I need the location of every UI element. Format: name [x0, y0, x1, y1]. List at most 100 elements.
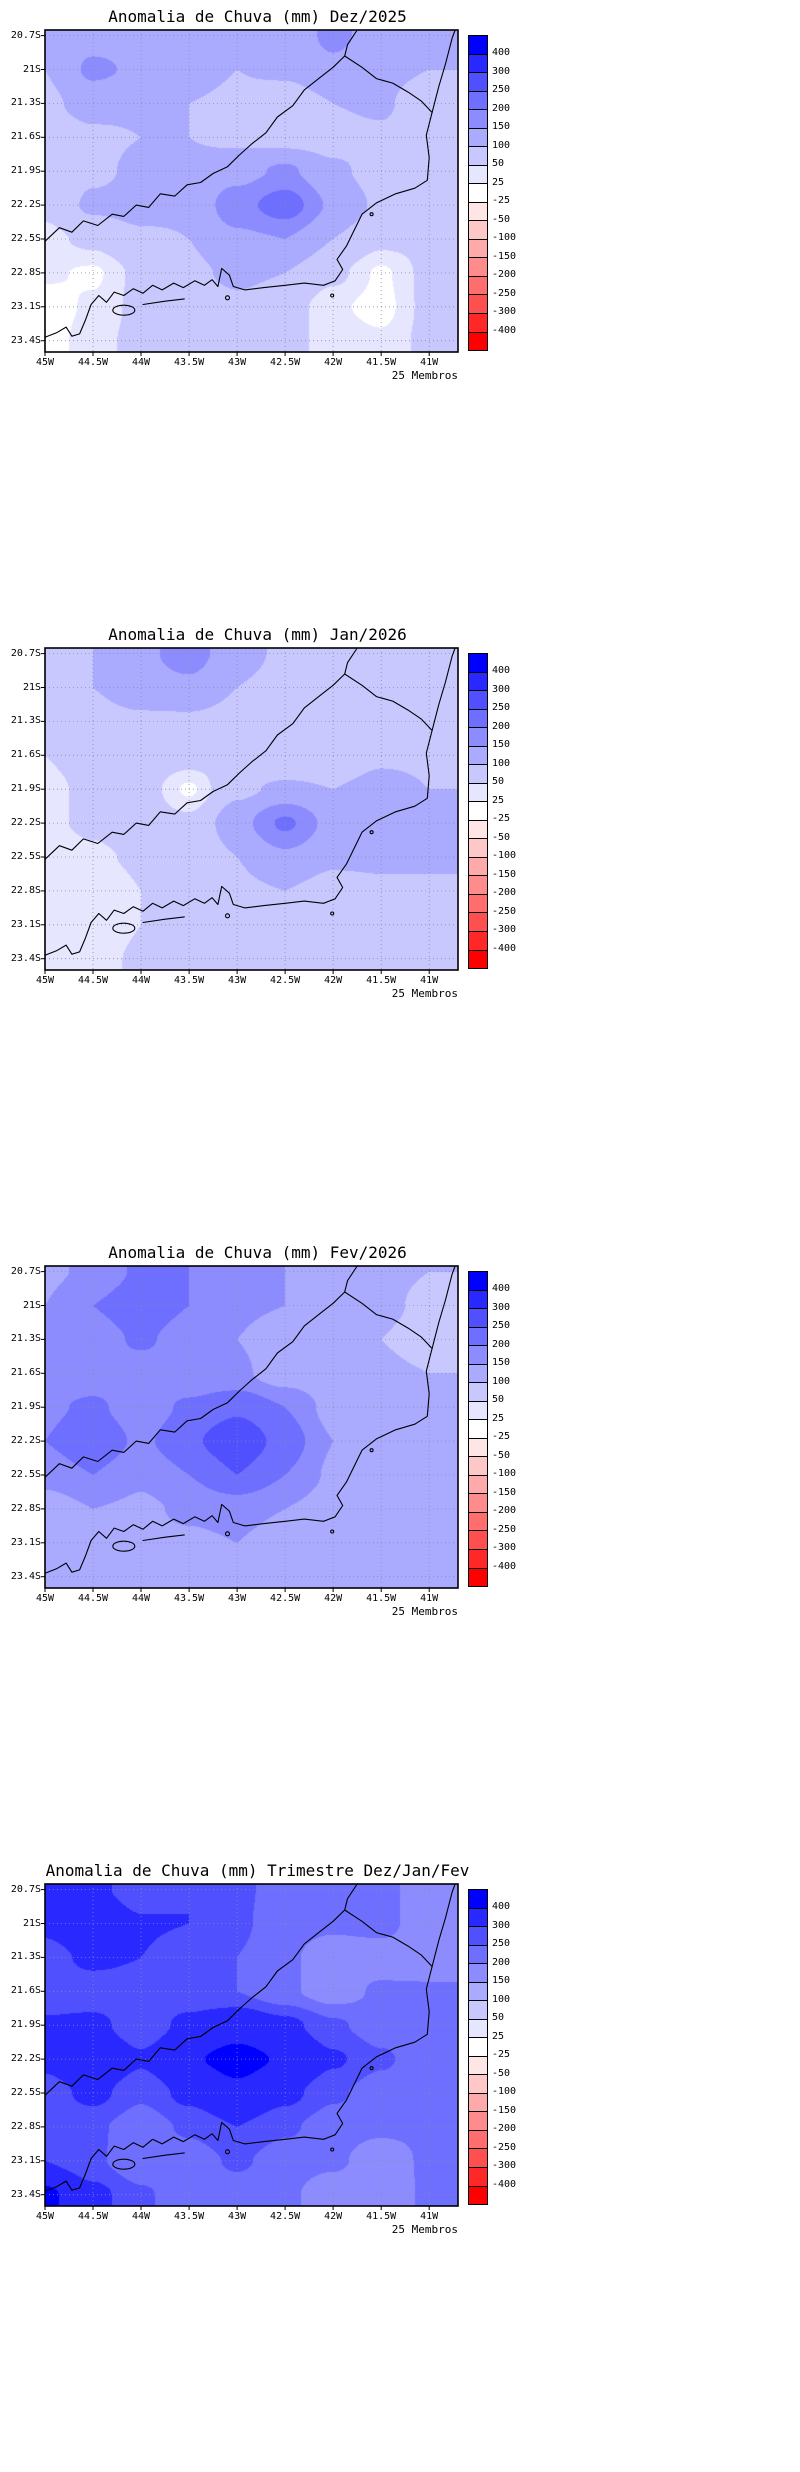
colorbar-segment [469, 1272, 487, 1291]
colorbar-segment [469, 2001, 487, 2020]
colorbar-segment [469, 73, 487, 92]
colorbar-segment [469, 1438, 487, 1458]
map-panel-4: Anomalia de Chuva (mm) Trimestre Dez/Jan… [0, 1854, 800, 2472]
colorbar-tick-label: -50 [492, 213, 511, 225]
lon-tick-label: 43W [228, 357, 247, 368]
lat-tick-label: 21S [22, 63, 41, 75]
panel-title: Anomalia de Chuva (mm) Fev/2026 [108, 1243, 407, 1262]
lon-tick-label: 43.5W [174, 2211, 205, 2222]
lat-tick-label: 21.9S [10, 2019, 41, 2031]
colorbar-tick-label: 100 [492, 1375, 511, 1387]
colorbar-labels: 400 300 250 200 150 100 50 25 -25 -50 -100 -150 -200… [492, 1889, 536, 2203]
colorbar-segment [469, 1531, 487, 1550]
lon-tick-label: 42W [324, 2211, 343, 2222]
colorbar-tick-label: 100 [492, 139, 511, 151]
colorbar-segment [469, 709, 487, 729]
lon-tick-label: 44.5W [77, 1593, 109, 1604]
colorbar-segment [469, 931, 487, 951]
colorbar-tick-label: -250 [492, 905, 517, 917]
lon-tick-label: 43W [228, 2211, 247, 2222]
lon-tick-label: 43.5W [174, 357, 205, 368]
map-overlay [41, 1265, 459, 1592]
colorbar-tick-label: 25 [492, 794, 505, 806]
lon-tick-label: 44W [132, 1593, 151, 1604]
colorbar-tick-label: 400 [492, 1283, 511, 1295]
colorbar-tick-label: 300 [492, 65, 511, 77]
colorbar-segment [469, 1309, 487, 1328]
lon-tick-label: 41.5W [366, 2211, 397, 2222]
lon-tick-label: 43.5W [174, 1593, 205, 1604]
lon-tick-label: 41W [420, 357, 439, 368]
lat-tick-label: 23.1S [10, 1536, 41, 1548]
colorbar-tick-label: 50 [492, 2012, 505, 2024]
colorbar-tick-label: 50 [492, 1394, 505, 1406]
ensemble-members-label: 25 Membros [391, 1605, 458, 1618]
lat-tick-label: 23.4S [10, 334, 41, 346]
colorbar-tick-label: 400 [492, 665, 511, 677]
colorbar-tick-label: -400 [492, 1560, 517, 1572]
colorbar-segment [469, 128, 487, 148]
map-overlay [41, 1883, 459, 2210]
lat-tick-label: 22.8S [10, 2120, 41, 2132]
ensemble-members-label: 25 Membros [391, 987, 458, 1000]
colorbar-segment [469, 1549, 487, 1569]
colorbar-segment [469, 2056, 487, 2076]
colorbar-tick-label: -25 [492, 2049, 511, 2061]
colorbar-segment [469, 783, 487, 803]
colorbar-segment [469, 2019, 487, 2039]
colorbar-tick-label: -150 [492, 1486, 517, 1498]
colorbar-segment [469, 2186, 487, 2205]
colorbar [468, 653, 488, 969]
colorbar-segment [469, 1945, 487, 1965]
lat-tick-label: 21.9S [10, 783, 41, 795]
colorbar-tick-label: 150 [492, 739, 511, 751]
lon-tick-label: 43W [228, 1593, 247, 1604]
lat-tick-label: 20.7S [10, 29, 41, 41]
lon-tick-label: 44.5W [77, 975, 109, 986]
lat-tick-label: 23.4S [10, 1570, 41, 1582]
colorbar [468, 1889, 488, 2205]
lon-tick-label: 44W [132, 975, 151, 986]
colorbar-segment [469, 2167, 487, 2187]
colorbar-segment [469, 1327, 487, 1347]
map-panel-1: Anomalia de Chuva (mm) Dez/2025 20.7S 21S… [0, 0, 800, 618]
lon-tick-label: 45W [35, 2211, 55, 2222]
colorbar-tick-label: -300 [492, 306, 517, 318]
colorbar-segment [469, 258, 487, 277]
lon-tick-label: 44.5W [77, 357, 109, 368]
colorbar-tick-label: 200 [492, 102, 511, 114]
lon-tick-label: 41.5W [366, 975, 397, 986]
lat-tick-label: 20.7S [10, 647, 41, 659]
colorbar-tick-label: 100 [492, 1993, 511, 2005]
lon-tick-label: 42W [324, 975, 343, 986]
lat-tick-label: 22.2S [10, 1435, 41, 1447]
colorbar-segment [469, 2093, 487, 2113]
colorbar-segment [469, 1908, 487, 1928]
colorbar-tick-label: -50 [492, 2067, 511, 2079]
lat-tick-label: 21S [22, 1299, 41, 1311]
lon-tick-label: 45W [35, 975, 55, 986]
colorbar-tick-label: 150 [492, 1357, 511, 1369]
lon-tick-label: 45W [35, 1593, 55, 1604]
colorbar-segment [469, 1420, 487, 1439]
lat-tick-label: 22.2S [10, 199, 41, 211]
colorbar-segment [469, 1568, 487, 1587]
lon-tick-label: 41W [420, 2211, 439, 2222]
lat-tick-label: 23.4S [10, 2188, 41, 2200]
lat-tick-label: 22.5S [10, 2087, 41, 2099]
lat-tick-label: 22.2S [10, 2053, 41, 2065]
colorbar-tick-label: 200 [492, 1338, 511, 1350]
lat-tick-label: 21.3S [10, 1951, 41, 1963]
colorbar [468, 35, 488, 351]
anomaly-field-canvas [45, 1266, 458, 1588]
lat-tick-label: 21.9S [10, 1401, 41, 1413]
lat-tick-label: 23.1S [10, 2154, 41, 2166]
lat-tick-label: 21S [22, 1917, 41, 1929]
lat-tick-label: 21.3S [10, 715, 41, 727]
colorbar-segment [469, 672, 487, 692]
colorbar-tick-label: 250 [492, 1320, 511, 1332]
colorbar-segment [469, 1512, 487, 1532]
colorbar-tick-label: 50 [492, 158, 505, 170]
lon-tick-label: 44W [132, 357, 151, 368]
anomaly-field-canvas [45, 1884, 458, 2206]
